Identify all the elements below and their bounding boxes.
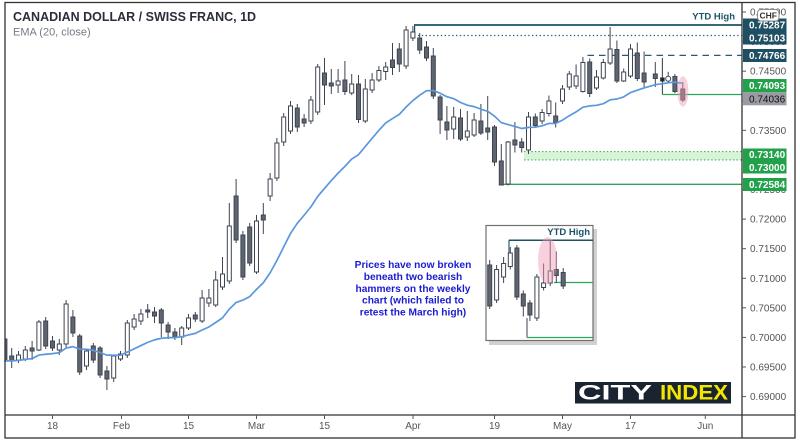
svg-text:0.74093: 0.74093 — [749, 81, 786, 92]
svg-text:0.73140: 0.73140 — [749, 150, 786, 161]
svg-text:INDEX: INDEX — [660, 382, 728, 405]
svg-text:YTD High: YTD High — [547, 227, 590, 238]
svg-text:May: May — [553, 421, 572, 432]
svg-text:CANADIAN DOLLAR / SWISS FRANC,: CANADIAN DOLLAR / SWISS FRANC, 1D — [13, 10, 256, 24]
svg-text:0.75103: 0.75103 — [749, 34, 786, 45]
svg-text:EMA (20, close): EMA (20, close) — [13, 27, 91, 39]
svg-text:Prices have now broken: Prices have now broken — [355, 260, 472, 271]
svg-text:0.69000: 0.69000 — [750, 392, 787, 403]
svg-text:15: 15 — [319, 421, 331, 432]
svg-text:0.70000: 0.70000 — [750, 333, 787, 344]
svg-text:YTD High: YTD High — [692, 12, 735, 23]
svg-text:Mar: Mar — [248, 421, 266, 432]
svg-text:18: 18 — [47, 421, 59, 432]
svg-text:0.73000: 0.73000 — [749, 163, 786, 174]
svg-text:chart (which failed to: chart (which failed to — [362, 296, 464, 307]
svg-text:CITY: CITY — [578, 382, 652, 405]
svg-text:hammers on the weekly: hammers on the weekly — [356, 284, 471, 295]
svg-text:0.71000: 0.71000 — [750, 274, 787, 285]
svg-text:0.75287: 0.75287 — [749, 21, 786, 32]
svg-text:retest the March high): retest the March high) — [360, 308, 466, 319]
svg-text:Jun: Jun — [697, 421, 713, 432]
svg-text:CHF: CHF — [759, 10, 776, 20]
svg-text:0.70500: 0.70500 — [750, 303, 787, 314]
svg-text:0.74766: 0.74766 — [749, 51, 786, 62]
svg-text:19: 19 — [489, 421, 501, 432]
svg-text:0.71500: 0.71500 — [750, 244, 787, 255]
svg-text:0.72000: 0.72000 — [750, 215, 787, 226]
svg-text:beneath two bearish: beneath two bearish — [364, 272, 463, 283]
svg-text:17: 17 — [625, 421, 637, 432]
svg-text:15: 15 — [183, 421, 195, 432]
svg-text:0.69500: 0.69500 — [750, 363, 787, 374]
svg-text:0.73500: 0.73500 — [750, 126, 787, 137]
svg-text:0.74036: 0.74036 — [749, 94, 786, 105]
svg-text:Feb: Feb — [113, 421, 131, 432]
svg-text:0.72584: 0.72584 — [749, 180, 786, 191]
svg-text:Apr: Apr — [405, 421, 421, 432]
svg-text:0.74500: 0.74500 — [750, 67, 787, 78]
